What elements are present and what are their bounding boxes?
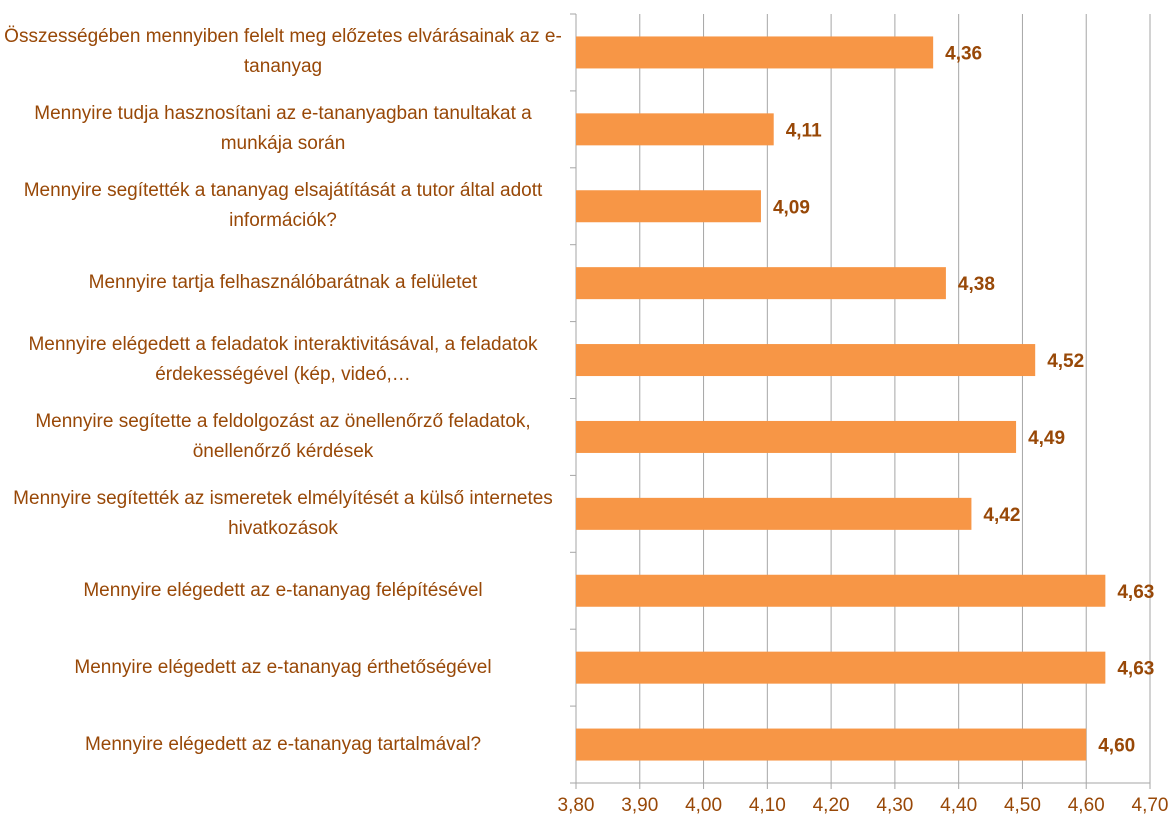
y-tick-label: Mennyire elégedett az e-tananyag felépít… — [83, 579, 483, 601]
y-tick-label: Mennyire segítette a feldolgozást az öne… — [35, 410, 531, 462]
value-label: 4,09 — [773, 197, 810, 218]
bar — [576, 574, 1106, 607]
y-tick-label: Mennyire elégedett az e-tananyag tartalm… — [84, 733, 482, 755]
x-tick-label: 3,80 — [558, 795, 595, 816]
bar — [576, 344, 1036, 377]
y-tick-label: Mennyire tudja hasznosítani az e-tananya… — [34, 103, 532, 155]
bar — [576, 36, 934, 69]
x-tick-label: 4,10 — [749, 795, 786, 816]
bar — [576, 651, 1106, 684]
y-tick-label: Mennyire elégedett a feladatok interakti… — [28, 334, 538, 386]
value-label: 4,11 — [786, 120, 822, 141]
value-label: 4,49 — [1028, 428, 1065, 449]
value-label: 4,36 — [945, 43, 982, 64]
x-tick-label: 4,60 — [1068, 795, 1105, 816]
y-tick-label: Mennyire elégedett az e-tananyag érthető… — [74, 656, 492, 678]
x-tick-label: 4,70 — [1132, 795, 1169, 816]
y-tick-label: Mennyire segítették az ismeretek elmélyí… — [13, 487, 553, 539]
value-label: 4,60 — [1098, 736, 1135, 757]
y-tick-label: Mennyire segítették a tananyag elsajátít… — [23, 180, 543, 232]
x-tick-label: 3,90 — [621, 795, 658, 816]
y-tick-label: Mennyire tartja felhasználóbarátnak a fe… — [88, 272, 478, 294]
x-tick-label: 4,40 — [940, 795, 977, 816]
value-label: 4,63 — [1117, 659, 1154, 680]
x-tick-label: 4,30 — [876, 795, 913, 816]
x-tick-label: 4,50 — [1004, 795, 1041, 816]
bar — [576, 190, 761, 223]
value-label: 4,38 — [958, 274, 995, 295]
bar — [576, 420, 1017, 453]
value-label: 4,42 — [983, 505, 1020, 526]
x-tick-label: 4,00 — [685, 795, 722, 816]
value-label: 4,63 — [1117, 582, 1154, 603]
bar — [576, 497, 972, 530]
bar — [576, 728, 1087, 761]
value-label: 4,52 — [1047, 351, 1084, 372]
bar — [576, 267, 946, 300]
x-tick-label: 4,20 — [813, 795, 850, 816]
y-tick-label: Összességében mennyiben felelt meg előze… — [4, 26, 562, 78]
bar — [576, 113, 774, 146]
